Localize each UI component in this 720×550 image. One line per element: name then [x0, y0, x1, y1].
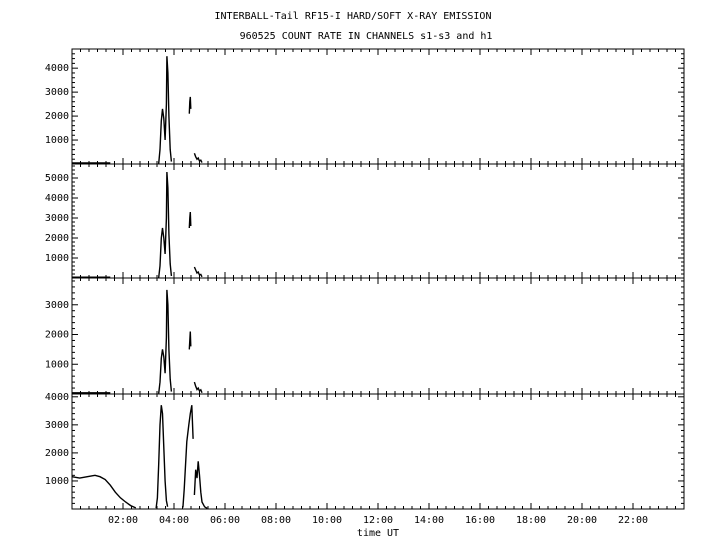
chart-panels: 1000200030004000100020003000400050001000…	[45, 48, 685, 526]
y-tick-label: 3000	[45, 300, 69, 311]
y-tick-label: 3000	[45, 87, 69, 98]
x-tick-label: 18:00	[516, 515, 546, 526]
y-tick-label: 4000	[45, 392, 69, 403]
panel-frame	[71, 163, 685, 279]
x-tick-label: 16:00	[465, 515, 495, 526]
series-segment-1	[71, 474, 137, 509]
y-tick-label: 4000	[45, 193, 69, 204]
panel-frame	[71, 277, 685, 395]
x-tick-label: 02:00	[108, 515, 138, 526]
y-tick-label: 1000	[45, 476, 69, 487]
x-tick-label: 04:00	[159, 515, 189, 526]
series-segment-2	[158, 171, 173, 278]
panel-2: 1000 2000 3000 4000 5000	[45, 163, 685, 279]
x-tick-label: 22:00	[618, 515, 648, 526]
x-tick-label: 08:00	[261, 515, 291, 526]
y-tick-label: 2000	[45, 330, 69, 341]
series-segment-2	[158, 289, 173, 394]
x-axis-label: time UT	[357, 528, 399, 539]
series-segment-2	[158, 56, 173, 164]
y-tick-label: 1000	[45, 359, 69, 370]
panel-1: 1000 2000 3000 4000	[45, 48, 685, 165]
panel-3: 1000 2000 3000	[45, 277, 685, 395]
y-tick-label: 5000	[45, 173, 69, 184]
y-tick-label: 2000	[45, 233, 69, 244]
series-segment-4	[193, 461, 208, 509]
y-tick-label: 4000	[45, 63, 69, 74]
chart-title: INTERBALL-Tail RF15-I HARD/SOFT X-RAY EM…	[215, 11, 492, 22]
y-tick-label: 1000	[45, 135, 69, 146]
series-segment-4	[193, 266, 203, 278]
panel-4: 1000 2000 3000 4000	[45, 392, 685, 510]
x-tick-label: 20:00	[567, 515, 597, 526]
series-segment-3	[188, 211, 192, 229]
series-segment-3	[188, 331, 192, 350]
x-tick-label: 06:00	[210, 515, 240, 526]
x-tick-label: 10:00	[312, 515, 342, 526]
y-tick-label: 2000	[45, 448, 69, 459]
y-tick-label: 3000	[45, 420, 69, 431]
x-tick-label: 12:00	[363, 515, 393, 526]
series-segment-2	[155, 405, 169, 509]
y-tick-label: 3000	[45, 213, 69, 224]
panel-frame	[71, 48, 685, 165]
series-segment-3	[188, 96, 192, 114]
series-segment-3	[182, 405, 194, 508]
x-tick-label: 14:00	[414, 515, 444, 526]
series-segment-4	[193, 381, 203, 394]
y-tick-label: 1000	[45, 253, 69, 264]
series-segment-4	[193, 152, 203, 163]
y-tick-label: 2000	[45, 111, 69, 122]
chart-subtitle: 960525 COUNT RATE IN CHANNELS s1-s3 and …	[240, 31, 493, 42]
